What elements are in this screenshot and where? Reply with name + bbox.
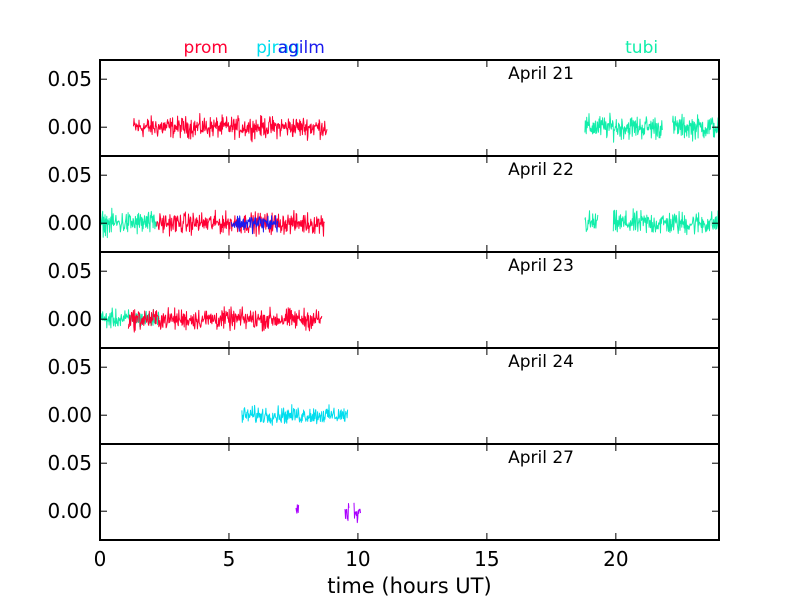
- xtick-label-3: 10: [345, 547, 370, 571]
- panel-1-ytick-label-1: 0.00: [47, 115, 92, 139]
- legend-label-pjrag: pjrag: [256, 38, 300, 58]
- panel-1-ytick-label-2: 0.05: [47, 67, 92, 91]
- panel-4-ytick-label-1: 0.00: [47, 403, 92, 427]
- panel-4-label: April 24: [508, 352, 574, 372]
- legend-label-agilm: agilm: [278, 38, 325, 58]
- panel-1-series-2-segment-1: [584, 112, 663, 143]
- panel-4-ytick-label-2: 0.05: [47, 355, 92, 379]
- panel-2-series-1-segment-2: [584, 210, 599, 233]
- panel-3-label: April 23: [508, 256, 574, 276]
- xtick-label-4: 15: [474, 547, 499, 571]
- panel-3-ytick-label-1: 0.00: [47, 307, 92, 331]
- panel-4: 0.00 0.05 April 24: [47, 347, 720, 445]
- panel-1-label: April 21: [508, 64, 574, 84]
- panel-3-frame: [99, 251, 720, 349]
- panel-2-series-3-segment-1: [231, 215, 279, 235]
- panel-2-series-1-segment-1: [100, 207, 158, 239]
- legend-label-tubi: tubi: [625, 38, 658, 58]
- xtick-label-2: 5: [223, 547, 236, 571]
- panel-5-series-1-segment-3: [353, 502, 361, 524]
- panel-5-ytick-label-1: 0.00: [47, 499, 92, 523]
- panel-2: 0.00 0.05 April 22: [47, 155, 720, 253]
- x-axis-label: time (hours UT): [327, 574, 491, 598]
- panel-2-ytick-label-1: 0.00: [47, 211, 92, 235]
- panel-2-series-2-segment-1: [156, 209, 325, 237]
- panel-5-series-1-segment-1: [295, 504, 300, 514]
- panel-4-data: [241, 404, 349, 426]
- panel-2-data: [100, 207, 719, 239]
- panel-3-data: [100, 306, 323, 333]
- panel-1: 0.00 0.05 April 21: [47, 59, 720, 157]
- panel-2-ytick-label-2: 0.05: [47, 163, 92, 187]
- panel-5-frame: [99, 443, 720, 541]
- panel-4-frame: [99, 347, 720, 445]
- panel-2-frame: [99, 155, 720, 253]
- panel-2-label: April 22: [508, 160, 574, 180]
- panel-3-series-2-segment-1: [127, 306, 323, 333]
- panel-5-data: [295, 502, 361, 524]
- panel-5: 0.00 0.05 April 27: [47, 443, 720, 541]
- panel-5-series-1-segment-2: [344, 503, 350, 522]
- panel-4-series-1-segment-1: [241, 404, 349, 426]
- panel-3-ytick-label-2: 0.05: [47, 259, 92, 283]
- panel-1-series-2-segment-2: [672, 113, 719, 142]
- xtick-label-1: 0: [94, 547, 107, 571]
- panel-2-series-1-segment-3: [612, 208, 719, 236]
- xtick-label-5: 20: [603, 547, 628, 571]
- legend-label-prom: prom: [184, 38, 228, 58]
- panel-1-frame: [99, 59, 720, 157]
- panel-3: 0.00 0.05 April 23: [47, 251, 720, 349]
- panel-5-ytick-label-2: 0.05: [47, 451, 92, 475]
- panel-5-label: April 27: [508, 448, 574, 468]
- panel-1-series-1-segment-1: [133, 113, 328, 143]
- panel-1-data: [133, 112, 719, 143]
